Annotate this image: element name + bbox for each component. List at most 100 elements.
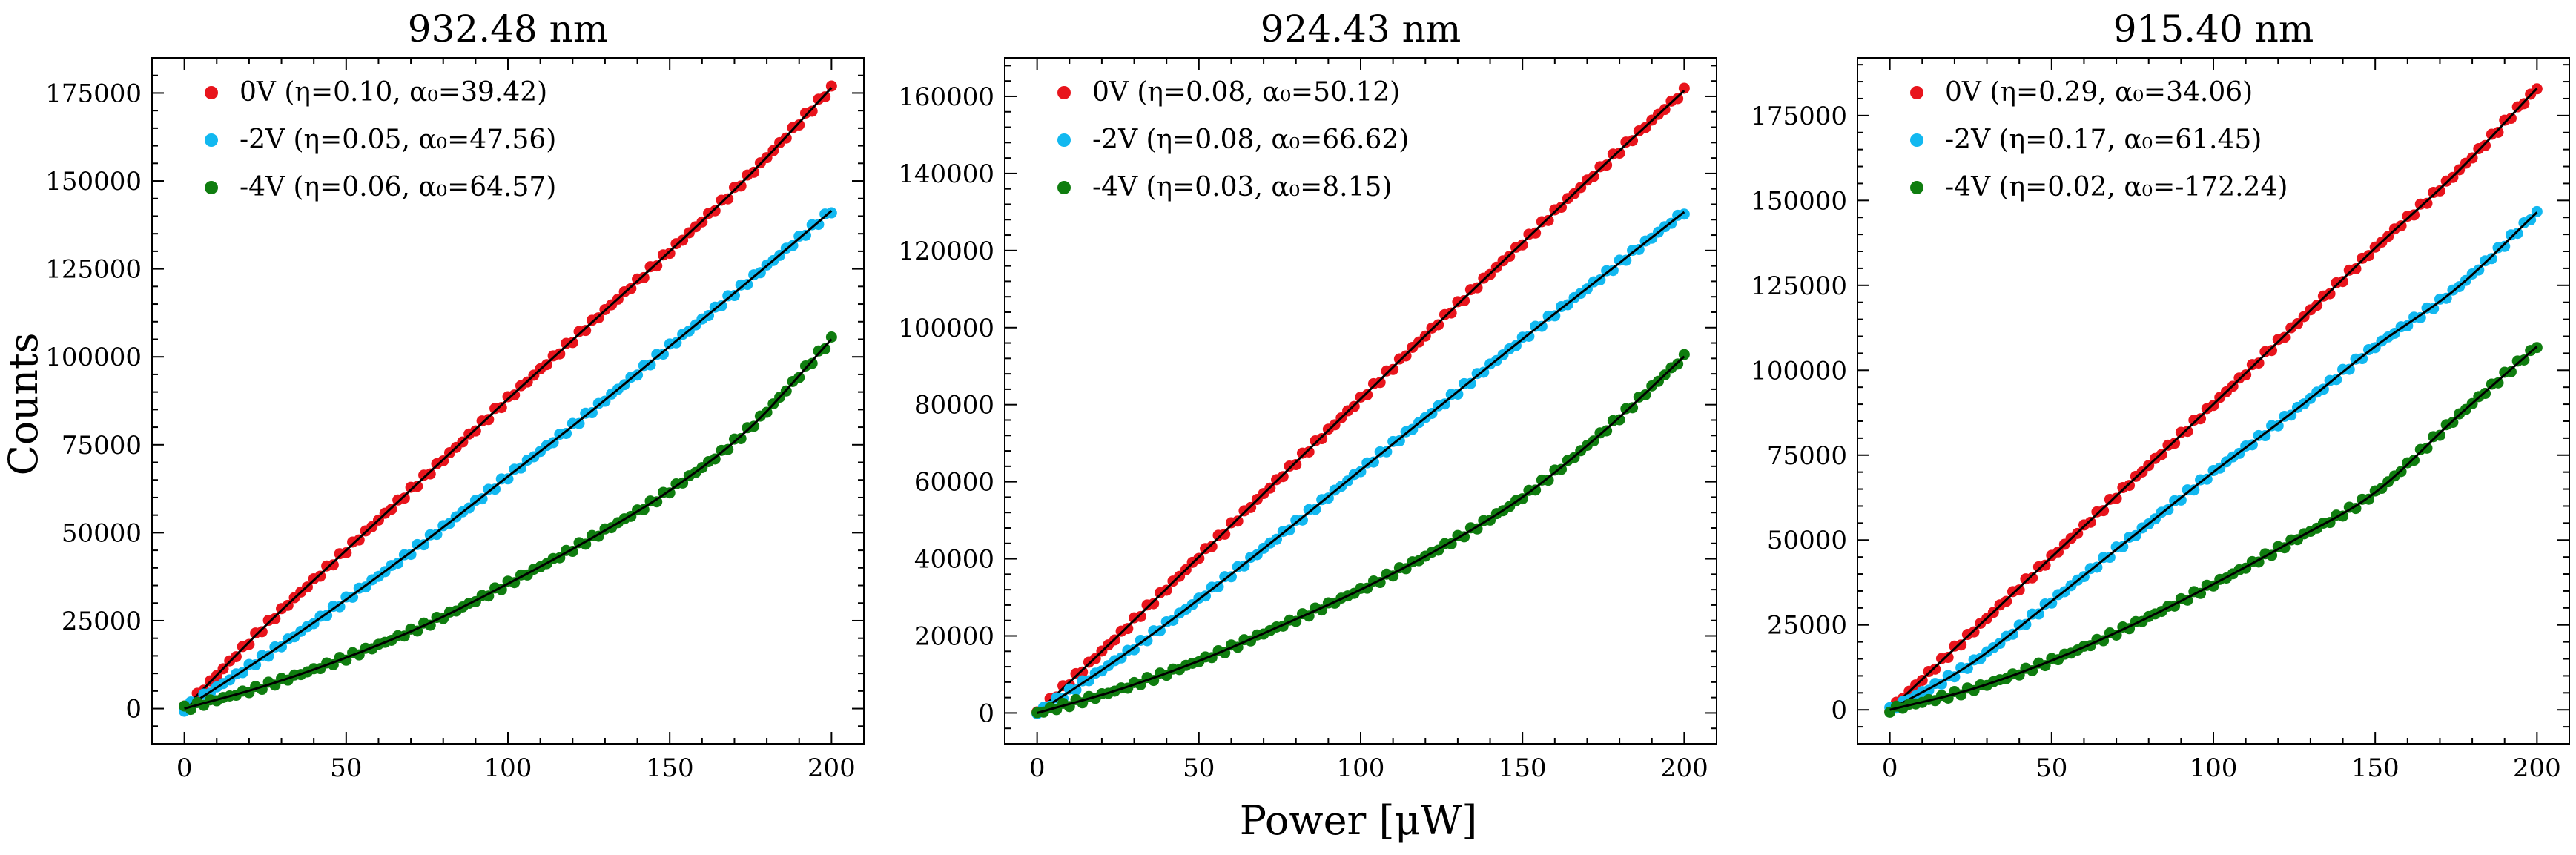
data-point — [735, 432, 747, 444]
x-tick-label: 150 — [1499, 753, 1547, 783]
data-point — [2492, 126, 2504, 138]
data-point — [748, 166, 760, 178]
data-point — [2492, 377, 2504, 389]
y-tick-label: 150000 — [1751, 186, 1847, 216]
data-point — [819, 91, 831, 103]
chart-title: 924.43 nm — [1261, 7, 1461, 50]
data-point — [1206, 541, 1218, 552]
y-tick-label: 140000 — [898, 159, 994, 189]
data-point — [2091, 561, 2103, 573]
data-point — [2337, 510, 2349, 522]
legend-marker — [1910, 181, 1923, 194]
data-point — [1471, 282, 1483, 294]
data-point — [2084, 516, 2096, 528]
fit-line — [1036, 90, 1685, 714]
data-point — [728, 290, 740, 302]
data-point — [1122, 623, 1134, 635]
data-point — [243, 638, 255, 650]
data-point — [314, 570, 326, 582]
fit-line — [1036, 211, 1685, 714]
chart-title: 932.48 nm — [408, 7, 608, 50]
chart-panel-2: 924.43 nm 0 50 100 150 200 0 20000 40000 60000 800… — [898, 7, 1717, 783]
data-point — [1225, 571, 1237, 583]
data-point — [2201, 473, 2213, 485]
data-point — [2414, 311, 2426, 323]
data-point — [1148, 598, 1160, 610]
data-point — [748, 420, 760, 432]
data-point — [651, 260, 663, 272]
figure-ylabel: Counts — [0, 333, 47, 476]
data-point — [1459, 295, 1470, 307]
y-tick-label: 160000 — [898, 82, 994, 112]
data-point — [2486, 253, 2497, 265]
data-point — [1672, 93, 1684, 105]
data-point — [793, 119, 805, 131]
data-point — [2421, 197, 2433, 209]
data-point — [1542, 214, 1554, 226]
data-point — [742, 279, 753, 291]
x-tick-label: 100 — [1337, 753, 1385, 783]
y-tick-label: 75000 — [62, 431, 142, 460]
data-point — [586, 407, 598, 419]
data-point — [1367, 456, 1379, 468]
y-tick-label: 75000 — [1767, 441, 1847, 471]
data-point — [2253, 357, 2265, 369]
data-point — [2421, 442, 2433, 454]
data-point — [1290, 459, 1302, 471]
data-point — [806, 357, 818, 369]
data-point — [509, 389, 521, 401]
data-point — [799, 229, 811, 241]
x-tick-label: 50 — [1183, 753, 1215, 783]
data-point — [1310, 504, 1321, 515]
data-point — [2169, 438, 2181, 449]
legend-marker — [205, 86, 218, 99]
y-tick-label: 175000 — [1751, 102, 1847, 131]
data-point — [1316, 433, 1328, 445]
data-point — [2104, 552, 2116, 564]
data-point — [561, 427, 572, 439]
data-point — [2039, 559, 2051, 571]
data-point — [1549, 310, 1561, 322]
data-point — [2259, 430, 2271, 442]
data-point — [502, 473, 514, 485]
series-2 — [1884, 205, 2543, 714]
x-tick-label: 100 — [2190, 753, 2238, 783]
figure-xlabel: Power [μW] — [1240, 797, 1478, 844]
y-tick-label: 0 — [978, 699, 994, 728]
data-point — [1141, 635, 1153, 647]
data-point — [1277, 471, 1289, 483]
x-tick-label: 50 — [330, 753, 362, 783]
data-point — [2343, 363, 2355, 375]
data-point — [495, 402, 507, 414]
data-point — [1556, 463, 1568, 475]
data-point — [1678, 208, 1690, 220]
fit-line — [1037, 355, 1685, 714]
data-point — [405, 549, 417, 561]
data-point — [1542, 475, 1554, 486]
data-point — [2505, 113, 2517, 125]
data-point — [1601, 425, 1613, 437]
y-tick-label: 150000 — [45, 167, 142, 197]
x-tick-label: 0 — [176, 753, 193, 783]
fit-line — [1889, 88, 2538, 711]
legend-label: -2V (η=0.05, α₀=47.56) — [240, 125, 556, 155]
data-point — [2020, 618, 2032, 630]
x-tick-label: 0 — [1029, 753, 1046, 783]
data-point — [2428, 303, 2440, 314]
data-point — [262, 650, 274, 662]
series-2 — [179, 207, 837, 717]
legend-label: 0V (η=0.08, α₀=50.12) — [1092, 77, 1400, 108]
series-2 — [1031, 208, 1690, 719]
legend-label: 0V (η=0.29, α₀=34.06) — [1945, 77, 2253, 108]
data-point — [638, 271, 650, 283]
data-point — [2350, 503, 2362, 515]
data-point — [424, 468, 436, 480]
chart-panels: 932.48 nm0 50 100 150 2000250005000075000100… — [45, 7, 2570, 783]
data-point — [1361, 389, 1373, 400]
data-point — [2279, 331, 2291, 343]
chart-title: 915.40 nm — [2113, 7, 2314, 50]
y-tick-label: 20000 — [914, 621, 994, 651]
data-point — [2027, 572, 2038, 584]
data-point — [722, 443, 734, 455]
data-point — [1212, 581, 1224, 592]
